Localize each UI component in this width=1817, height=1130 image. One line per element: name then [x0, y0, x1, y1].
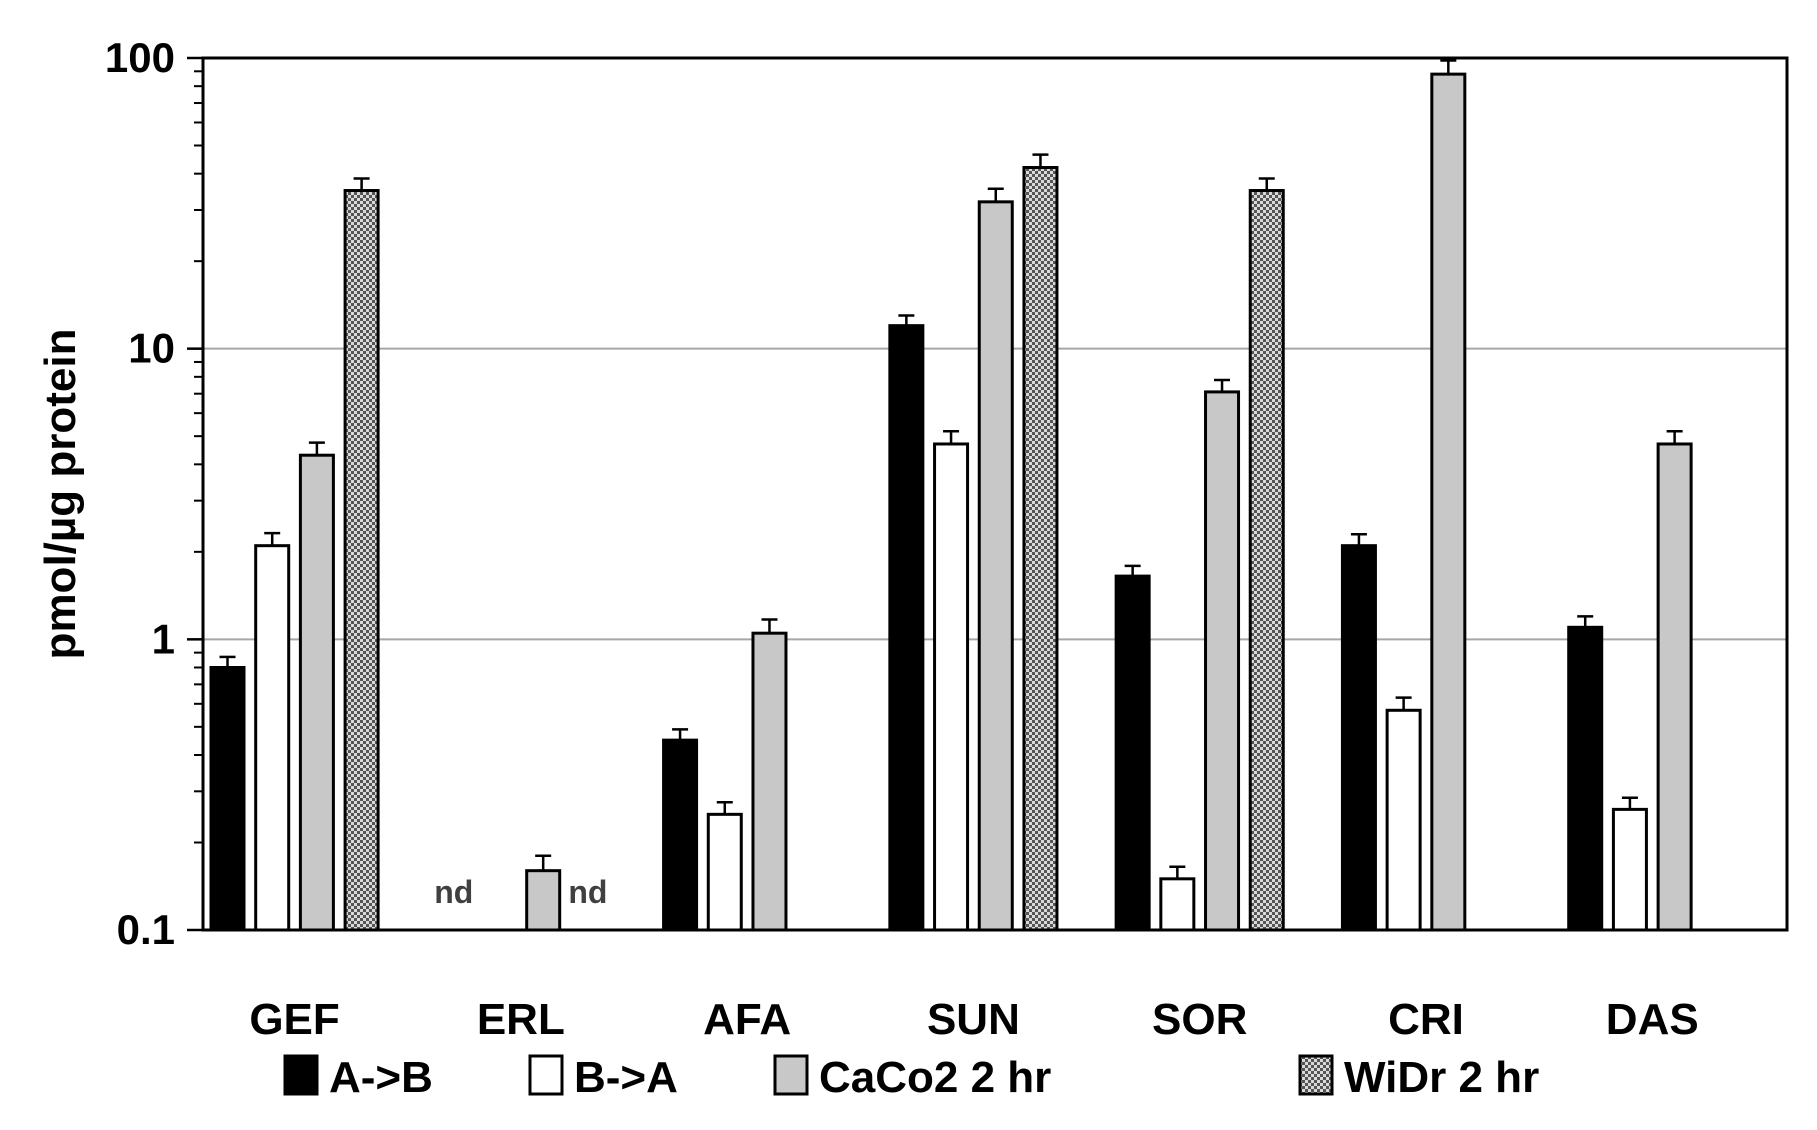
- bar-das-caco2-2-hr: [1656, 442, 1693, 932]
- legend: A->B B->A CaCo2 2 hr WiDr 2 hr: [283, 1053, 1539, 1102]
- bar-afa-b-a: [706, 812, 743, 932]
- labels: 100 10 1 0.1 GEF ERL AFA SUN SOR CRI DAS nd nd pmol/µ…: [36, 34, 1699, 1044]
- bars: [209, 59, 1693, 932]
- bar-sun-b-a: [933, 442, 970, 932]
- annotation-nd: nd: [568, 874, 607, 910]
- legend-swatch-b-a: [528, 1054, 564, 1096]
- bar-cri-caco2-2-hr: [1430, 72, 1467, 932]
- bar-das-b-a: [1611, 807, 1648, 932]
- annotation-nd: nd: [434, 874, 473, 910]
- x-tick-label: GEF: [249, 995, 339, 1044]
- y-tick-label: 1: [152, 615, 175, 662]
- axes: [187, 56, 1789, 932]
- bar-sun-widr-2-hr: [1022, 166, 1059, 932]
- legend-label-a-b: A->B: [329, 1053, 433, 1102]
- legend-swatch-caco2-2-hr: [773, 1054, 809, 1096]
- bar-cri-b-a: [1385, 708, 1422, 932]
- x-tick-label: DAS: [1606, 995, 1699, 1044]
- bar-sor-widr-2-hr: [1248, 189, 1285, 932]
- bar-sun-a-b: [888, 324, 925, 932]
- bar-sun-caco2-2-hr: [977, 200, 1014, 932]
- bar-gef-a-b: [209, 666, 246, 932]
- x-tick-label: ERL: [477, 995, 565, 1044]
- y-axis-label: pmol/µg protein: [36, 329, 85, 660]
- legend-label-widr-2-hr: WiDr 2 hr: [1344, 1053, 1539, 1102]
- bar-erl-caco2-2-hr: [525, 869, 562, 932]
- legend-swatch-a-b: [283, 1054, 319, 1096]
- y-tick-label: 100: [105, 34, 175, 81]
- bar-afa-caco2-2-hr: [751, 631, 788, 932]
- plot-frame: [201, 56, 1789, 932]
- bar-cri-a-b: [1340, 544, 1377, 932]
- bar-sor-b-a: [1159, 877, 1196, 932]
- bar-sor-caco2-2-hr: [1204, 390, 1241, 932]
- y-tick-label: 10: [128, 325, 175, 372]
- y-tick-label: 0.1: [117, 906, 175, 953]
- bar-gef-caco2-2-hr: [298, 453, 335, 932]
- legend-label-caco2-2-hr: CaCo2 2 hr: [819, 1053, 1051, 1102]
- bar-gef-widr-2-hr: [343, 189, 380, 932]
- x-tick-label: SUN: [927, 995, 1020, 1044]
- x-tick-label: SOR: [1152, 995, 1247, 1044]
- bar-gef-b-a: [254, 544, 291, 932]
- x-tick-label: AFA: [703, 995, 791, 1044]
- x-tick-label: CRI: [1388, 995, 1464, 1044]
- bar-das-a-b: [1567, 625, 1604, 932]
- bar-sor-a-b: [1114, 574, 1151, 932]
- bar-afa-a-b: [662, 738, 699, 932]
- legend-swatch-widr-2-hr: [1298, 1054, 1334, 1096]
- legend-label-b-a: B->A: [574, 1053, 678, 1102]
